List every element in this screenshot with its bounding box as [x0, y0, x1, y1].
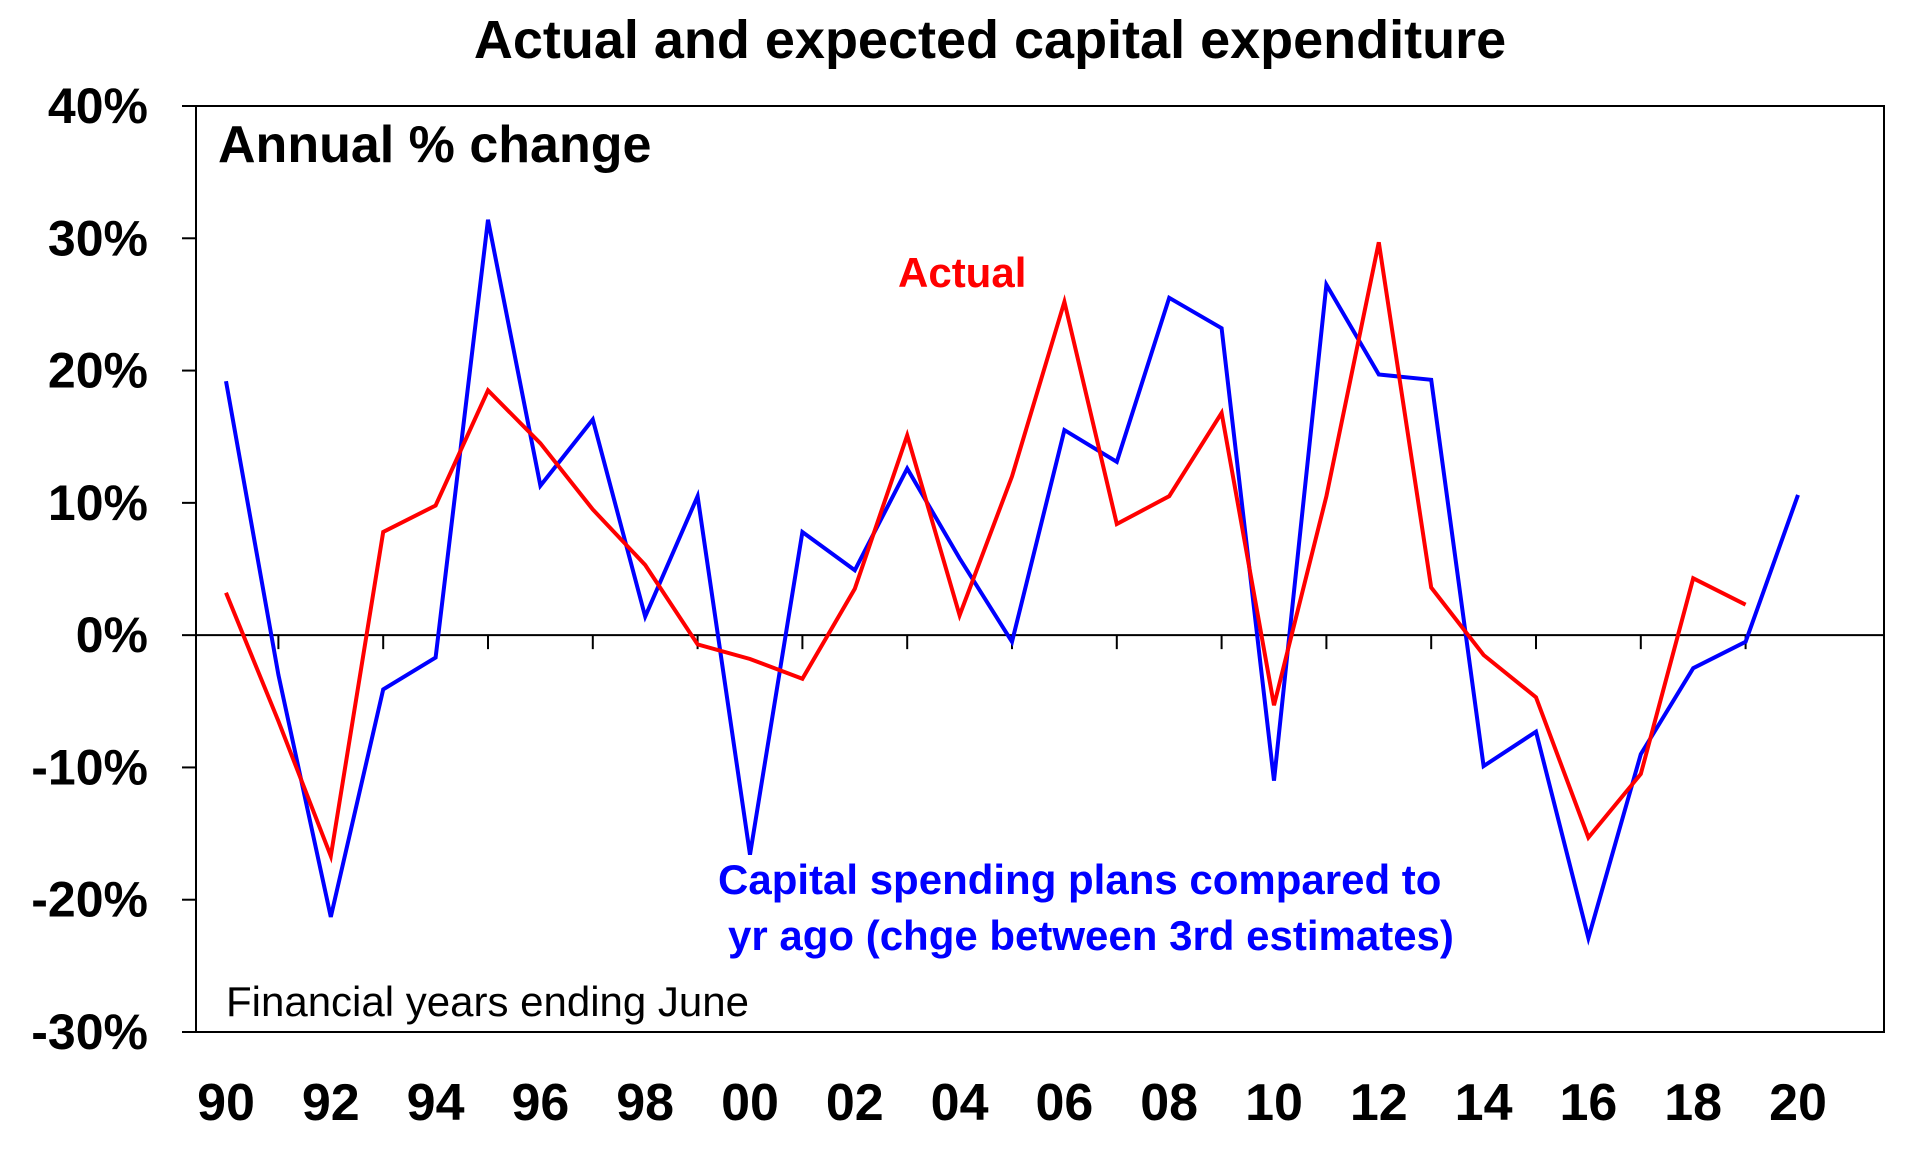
x-tick-label: 92 [302, 1074, 360, 1132]
x-tick-label: 94 [407, 1074, 465, 1132]
x-axis-label: Financial years ending June [226, 978, 749, 1025]
y-tick-label: 40% [48, 78, 148, 134]
x-tick-label: 02 [826, 1074, 884, 1132]
y-tick-label: -20% [31, 872, 148, 928]
y-tick-label: 10% [48, 475, 148, 531]
series-label-plans-line1: Capital spending plans compared to [718, 856, 1441, 903]
x-axis: 90 92 94 96 98 00 02 04 06 08 10 12 14 16 18 20 [197, 635, 1827, 1132]
x-tick-label: 16 [1559, 1074, 1617, 1132]
y-axis-label: Annual % change [218, 116, 651, 174]
y-tick-label: 20% [48, 343, 148, 399]
y-tick-label: 30% [48, 210, 148, 266]
chart-title: Actual and expected capital expenditure [474, 10, 1506, 70]
y-tick-label: -10% [31, 739, 148, 795]
x-tick-label: 06 [1035, 1074, 1093, 1132]
x-tick-label: 00 [721, 1074, 779, 1132]
x-tick-label: 18 [1664, 1074, 1722, 1132]
series-label-plans-line2: yr ago (chge between 3rd estimates) [728, 912, 1454, 959]
y-tick-label: -30% [31, 1004, 148, 1060]
x-tick-label: 14 [1455, 1074, 1513, 1132]
x-tick-label: 12 [1350, 1074, 1408, 1132]
x-tick-label: 96 [511, 1074, 569, 1132]
x-tick-label: 08 [1140, 1074, 1198, 1132]
x-tick-label: 90 [197, 1074, 255, 1132]
x-tick-label: 20 [1769, 1074, 1827, 1132]
series-group [224, 219, 1800, 946]
y-tick-label: 0% [76, 607, 148, 663]
x-tick-label: 04 [931, 1074, 989, 1132]
series-plans-line [224, 219, 1800, 946]
series-actual-line [224, 241, 1747, 864]
plot-frame [195, 105, 1885, 1033]
x-tick-label: 10 [1245, 1074, 1303, 1132]
x-tick-label: 98 [616, 1074, 674, 1132]
series-label-actual: Actual [898, 249, 1026, 296]
y-axis: 40% 30% 20% 10% 0% -10% -20% -30% [31, 78, 196, 1060]
